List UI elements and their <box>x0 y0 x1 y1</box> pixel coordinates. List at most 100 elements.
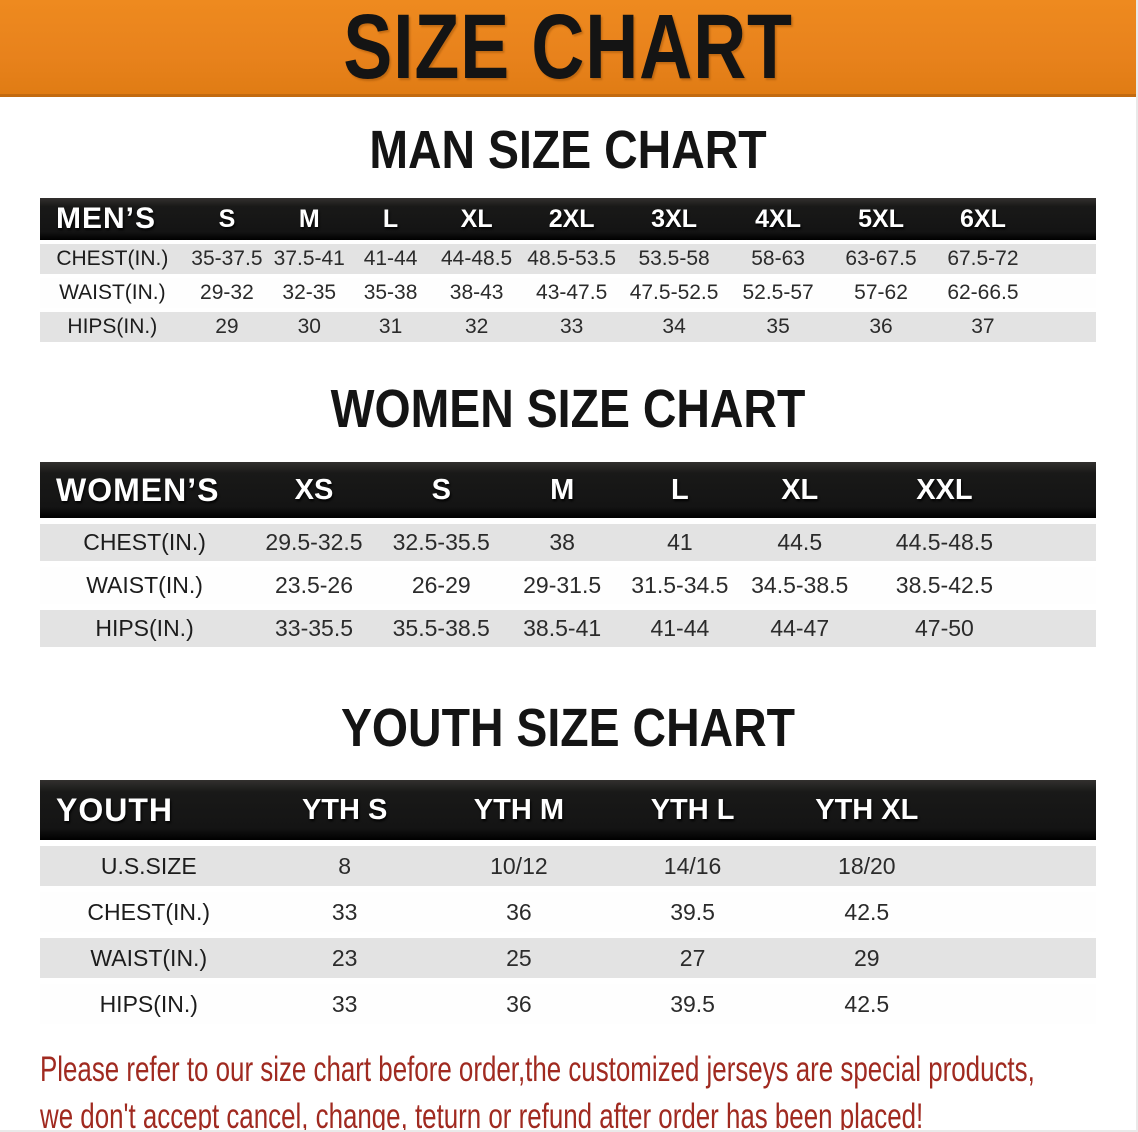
size-column-header: YTH M <box>473 793 564 826</box>
size-column-header: 6XL <box>960 204 1006 233</box>
size-value: 29-32 <box>200 281 254 304</box>
table-row: WAIST(IN.) 23.5-26 26-29 29-31.5 31.5-34… <box>40 567 1096 604</box>
size-value: 10/12 <box>490 852 548 879</box>
table-row: WAIST(IN.) 23 25 27 29 <box>40 938 1096 978</box>
size-column-header: M <box>550 473 575 506</box>
size-value: 67.5-72 <box>947 247 1019 270</box>
row-label: U.S.SIZE <box>100 852 197 879</box>
row-label: WAIST(IN.) <box>59 281 166 304</box>
row-label: HIPS(IN.) <box>67 315 158 338</box>
women-section-heading-text: WOMEN SIZE CHART <box>330 379 806 439</box>
size-value: 32.5-35.5 <box>392 529 490 555</box>
women-table-corner-label: WOMEN’S <box>56 471 220 508</box>
men-size-table: MEN’S S M L XL 2XL 3XL 4XL 5XL 6XL CHEST… <box>40 198 1096 342</box>
size-column-header: M <box>298 204 320 233</box>
size-value: 33 <box>331 898 358 925</box>
size-value: 44.5 <box>777 529 823 555</box>
disclaimer: Please refer to our size chart before or… <box>40 1046 1035 1132</box>
men-table-header-row: MEN’S S M L XL 2XL 3XL 4XL 5XL 6XL <box>40 198 1096 240</box>
size-value: 32 <box>464 315 489 338</box>
size-value: 47.5-52.5 <box>629 281 719 304</box>
size-value: 29 <box>854 944 880 971</box>
size-value: 33-35.5 <box>275 615 354 641</box>
size-column-header: YTH S <box>301 793 388 826</box>
table-row: HIPS(IN.) 29 30 31 32 33 34 35 36 37 <box>40 312 1096 342</box>
size-value: 38-43 <box>449 281 504 304</box>
size-value: 35-38 <box>363 281 418 304</box>
table-row: WAIST(IN.) 29-32 32-35 35-38 38-43 43-47… <box>40 278 1096 308</box>
size-value: 38.5-41 <box>523 615 602 641</box>
size-value: 30 <box>297 315 321 338</box>
size-value: 25 <box>506 944 532 971</box>
size-value: 27 <box>679 944 706 971</box>
women-size-table: WOMEN’S XS S M L XL XXL CHEST(IN.) 29.5-… <box>40 462 1096 647</box>
size-value: 37.5-41 <box>273 247 345 270</box>
disclaimer-line-1: Please refer to our size chart before or… <box>40 1050 1035 1089</box>
size-value: 44-47 <box>770 615 830 641</box>
size-value: 42.5 <box>844 990 890 1017</box>
banner: SIZE CHART <box>0 0 1136 97</box>
size-column-header: 2XL <box>548 204 595 233</box>
size-value: 35 <box>766 315 790 338</box>
size-value: 38.5-42.5 <box>895 572 993 598</box>
size-value: 41-44 <box>363 247 418 270</box>
size-value: 44.5-48.5 <box>895 529 993 555</box>
table-row: CHEST(IN.) 33 36 39.5 42.5 <box>40 892 1096 932</box>
row-label: HIPS(IN.) <box>99 990 198 1017</box>
table-row: CHEST(IN.) 35-37.5 37.5-41 41-44 44-48.5… <box>40 244 1096 274</box>
size-column-header: YTH XL <box>815 793 919 826</box>
size-value: 58-63 <box>751 247 805 270</box>
size-value: 36 <box>869 315 893 338</box>
size-column-header: L <box>671 473 689 506</box>
size-value: 47-50 <box>914 615 974 641</box>
size-column-header: YTH L <box>650 793 735 826</box>
table-row: U.S.SIZE 8 10/12 14/16 18/20 <box>40 846 1096 886</box>
youth-size-table: YOUTH YTH S YTH M YTH L YTH XL U.S.SIZE … <box>40 780 1096 1024</box>
men-table-corner-label: MEN’S <box>56 202 157 235</box>
size-value: 8 <box>338 852 352 879</box>
size-value: 52.5-57 <box>742 281 814 304</box>
women-table-header-row: WOMEN’S XS S M L XL XXL <box>40 462 1096 518</box>
size-value: 62-66.5 <box>947 281 1019 304</box>
youth-section-heading-text: YOUTH SIZE CHART <box>340 698 796 758</box>
size-value: 23.5-26 <box>275 572 354 598</box>
size-value: 32-35 <box>282 281 337 304</box>
size-value: 41 <box>667 529 693 555</box>
size-column-header: S <box>218 204 236 233</box>
size-value: 34.5-38.5 <box>751 572 849 598</box>
men-section-heading-text: MAN SIZE CHART <box>369 120 767 180</box>
size-value: 38 <box>549 529 575 555</box>
size-value: 63-67.5 <box>845 247 917 270</box>
size-value: 14/16 <box>663 852 722 879</box>
size-value: 36 <box>506 990 532 1017</box>
size-value: 31 <box>378 315 403 338</box>
row-label: WAIST(IN.) <box>86 572 203 598</box>
size-value: 18/20 <box>838 852 896 879</box>
disclaimer-line-2: we don't accept cancel, change, teturn o… <box>40 1097 924 1132</box>
size-value: 37 <box>971 315 995 338</box>
size-value: 33 <box>559 315 584 338</box>
size-value: 31.5-34.5 <box>631 572 729 598</box>
size-column-header: XS <box>294 473 334 506</box>
row-label: WAIST(IN.) <box>90 944 208 971</box>
size-value: 29 <box>215 315 239 338</box>
size-value: 39.5 <box>670 990 715 1017</box>
size-column-header: 5XL <box>858 204 904 233</box>
size-column-header: 3XL <box>651 204 697 233</box>
size-value: 48.5-53.5 <box>527 247 617 270</box>
size-column-header: XL <box>781 473 819 506</box>
size-column-header: 4XL <box>755 204 802 233</box>
table-row: CHEST(IN.) 29.5-32.5 32.5-35.5 38 41 44.… <box>40 524 1096 561</box>
size-column-header: S <box>431 473 451 506</box>
size-value: 43-47.5 <box>536 281 608 304</box>
row-label: CHEST(IN.) <box>56 247 169 270</box>
size-value: 34 <box>662 315 686 338</box>
size-value: 35.5-38.5 <box>392 615 490 641</box>
size-value: 35-37.5 <box>191 247 263 270</box>
table-row: HIPS(IN.) 33 36 39.5 42.5 <box>40 984 1096 1024</box>
youth-section-heading: YOUTH SIZE CHART <box>0 698 1136 758</box>
size-value: 41-44 <box>650 615 710 641</box>
size-value: 23 <box>331 944 358 971</box>
youth-table-corner-label: YOUTH <box>56 791 173 828</box>
